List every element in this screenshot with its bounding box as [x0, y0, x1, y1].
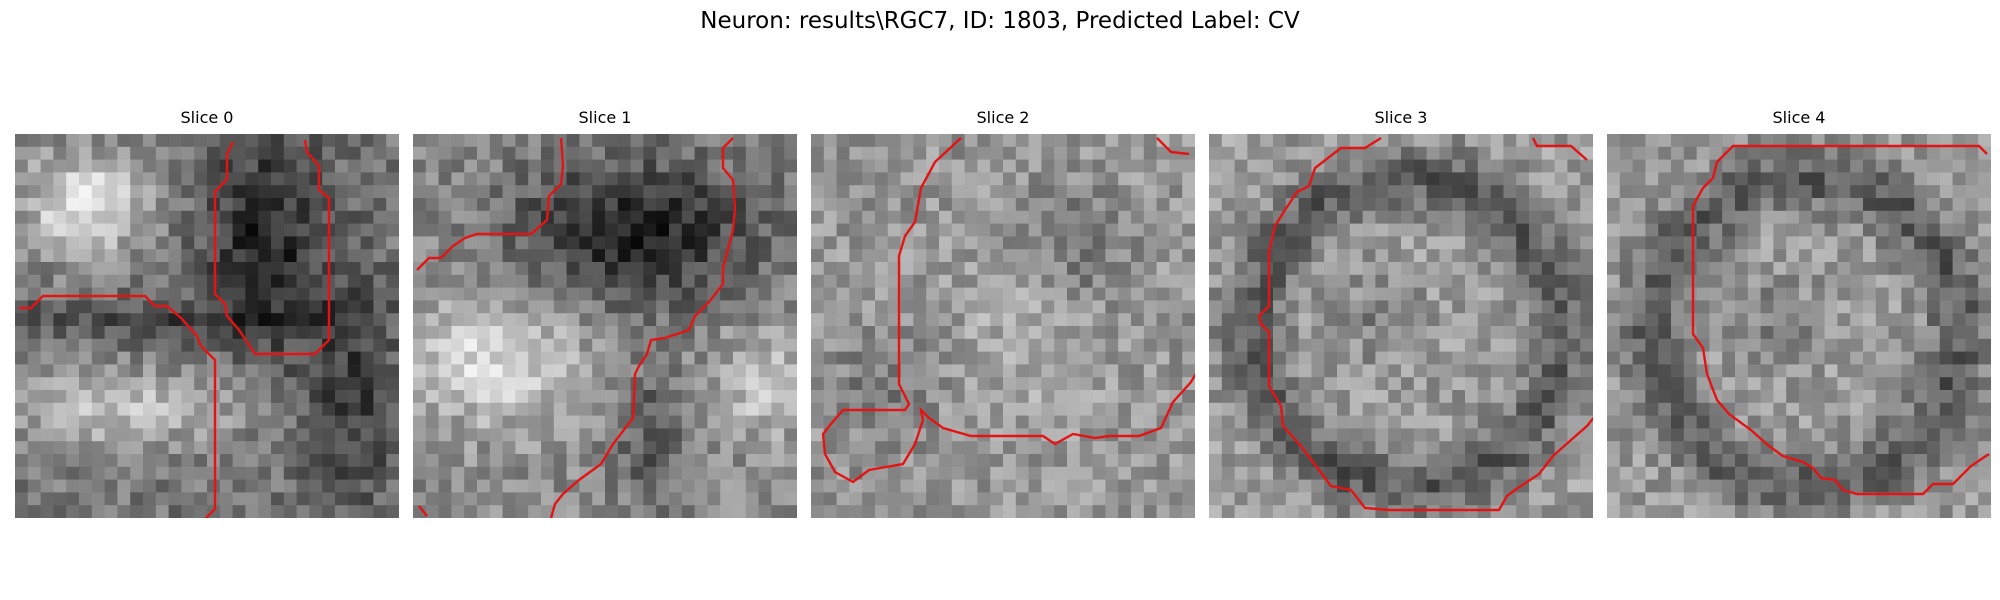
contour-line-3b — [1531, 137, 1588, 161]
contour-line-0 — [19, 294, 217, 518]
contour-line-3 — [1257, 136, 1593, 512]
contour-line-1c — [418, 505, 428, 517]
contour-line-2 — [821, 137, 1195, 484]
slice-title-2: Slice 2 — [976, 108, 1030, 127]
contour-line-4 — [1691, 144, 1990, 496]
slice-title-4: Slice 4 — [1772, 108, 1826, 127]
slice-image-0 — [15, 134, 399, 518]
contour-line-0b — [213, 139, 331, 356]
slice-title-0: Slice 0 — [180, 108, 234, 127]
contour-line-2b — [1156, 137, 1190, 156]
slice-title-1: Slice 1 — [578, 108, 632, 127]
contour-line-1b — [549, 137, 737, 518]
slice-title-3: Slice 3 — [1374, 108, 1428, 127]
contour-line-1 — [416, 137, 565, 271]
slice-image-1 — [413, 134, 797, 518]
slice-image-2 — [811, 134, 1195, 518]
slice-image-3 — [1209, 134, 1593, 518]
figure-title: Neuron: results\RGC7, ID: 1803, Predicte… — [700, 8, 1300, 34]
slice-image-4 — [1607, 134, 1991, 518]
